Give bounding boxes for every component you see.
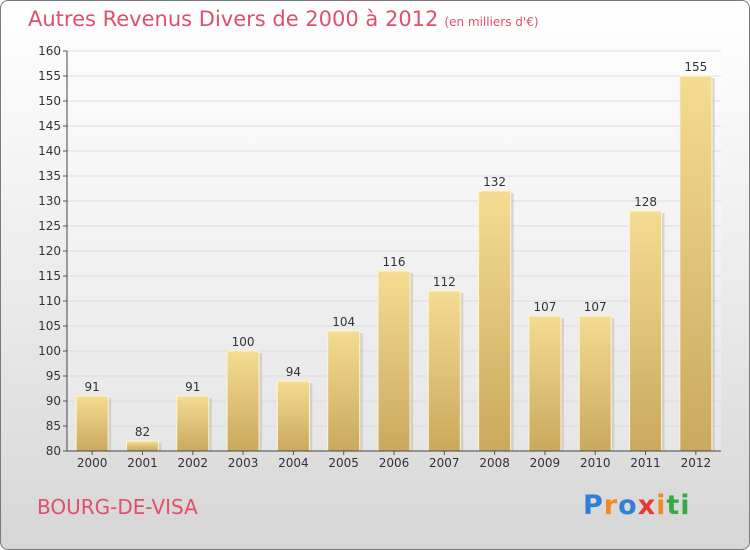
data-label: 91 [85,380,100,394]
axes: 80 85 90 95 100 105 110 115 120 125 130 135 140 145 15… [38,44,721,470]
y-tick-label: 110 [38,294,61,308]
bar-2008 [478,190,512,452]
commune-name: BOURG-DE-VISA [37,495,198,519]
x-tick-label: 2007 [429,456,460,470]
y-tick-label: 140 [38,144,61,158]
bar-2002 [176,395,210,452]
x-tick-label: 2003 [228,456,259,470]
bar-2007 [427,290,461,452]
x-tick-label: 2009 [530,456,561,470]
data-label: 112 [433,275,456,289]
data-label: 104 [332,315,355,329]
logo-letter: r [603,490,619,521]
bar-2004 [276,380,310,452]
unit-note: (en milliers d'€) [444,15,539,29]
y-tick-label: 115 [38,269,61,283]
x-tick-label: 2010 [580,456,611,470]
y-tick-label: 90 [46,394,61,408]
logo-letter: i [656,490,667,521]
x-tick-label: 2008 [479,456,510,470]
x-tick-label: 2001 [127,456,158,470]
x-tick-label: 2012 [681,456,712,470]
data-label: 91 [185,380,200,394]
x-tick-label: 2011 [630,456,661,470]
y-tick-label: 125 [38,219,61,233]
logo-letter: P [583,490,604,521]
proxiti-logo: Proxiti [583,490,691,521]
y-tick-label: 145 [38,119,61,133]
x-tick-label: 2000 [77,456,108,470]
logo-letter: o [618,490,638,521]
data-label: 155 [684,60,707,74]
logo-letter: x [637,490,657,521]
data-label: 107 [584,300,607,314]
x-tick-label: 2006 [379,456,410,470]
data-label: 100 [232,335,255,349]
x-tick-label: 2004 [278,456,309,470]
bar-2006 [377,270,411,452]
y-tick-label: 85 [46,419,61,433]
bars: 91 82 91 100 94 104 116 112 132 107 107 128 155 [75,60,715,452]
y-tick-label: 120 [38,244,61,258]
data-label: 116 [383,255,406,269]
bar-2009 [528,315,562,452]
y-tick-label: 80 [46,444,61,458]
data-label: 107 [533,300,556,314]
bar-2003 [226,350,260,452]
y-tick-label: 150 [38,94,61,108]
y-tick-label: 100 [38,344,61,358]
x-tick-label: 2005 [328,456,359,470]
bar-2001 [125,440,159,452]
y-tick-label: 95 [46,369,61,383]
x-tick-label: 2002 [177,456,208,470]
y-tick-label: 105 [38,319,61,333]
logo-letter: t [666,490,681,521]
data-label: 94 [286,365,301,379]
bar-2012 [679,75,713,452]
y-tick-label: 160 [38,44,61,58]
chart-title: Autres Revenus Divers de 2000 à 2012 (en … [28,7,539,31]
logo-letter: i [680,490,691,521]
bar-2000 [75,395,109,452]
y-tick-label: 135 [38,169,61,183]
y-tick-label: 130 [38,194,61,208]
bar-2005 [327,330,361,452]
chart-title-text: Autres Revenus Divers de 2000 à 2012 [28,7,439,31]
data-label: 132 [483,175,506,189]
bar-2010 [578,315,612,452]
y-tick-label: 155 [38,69,61,83]
data-label: 82 [135,425,150,439]
data-label: 128 [634,195,657,209]
bar-2011 [629,210,663,452]
